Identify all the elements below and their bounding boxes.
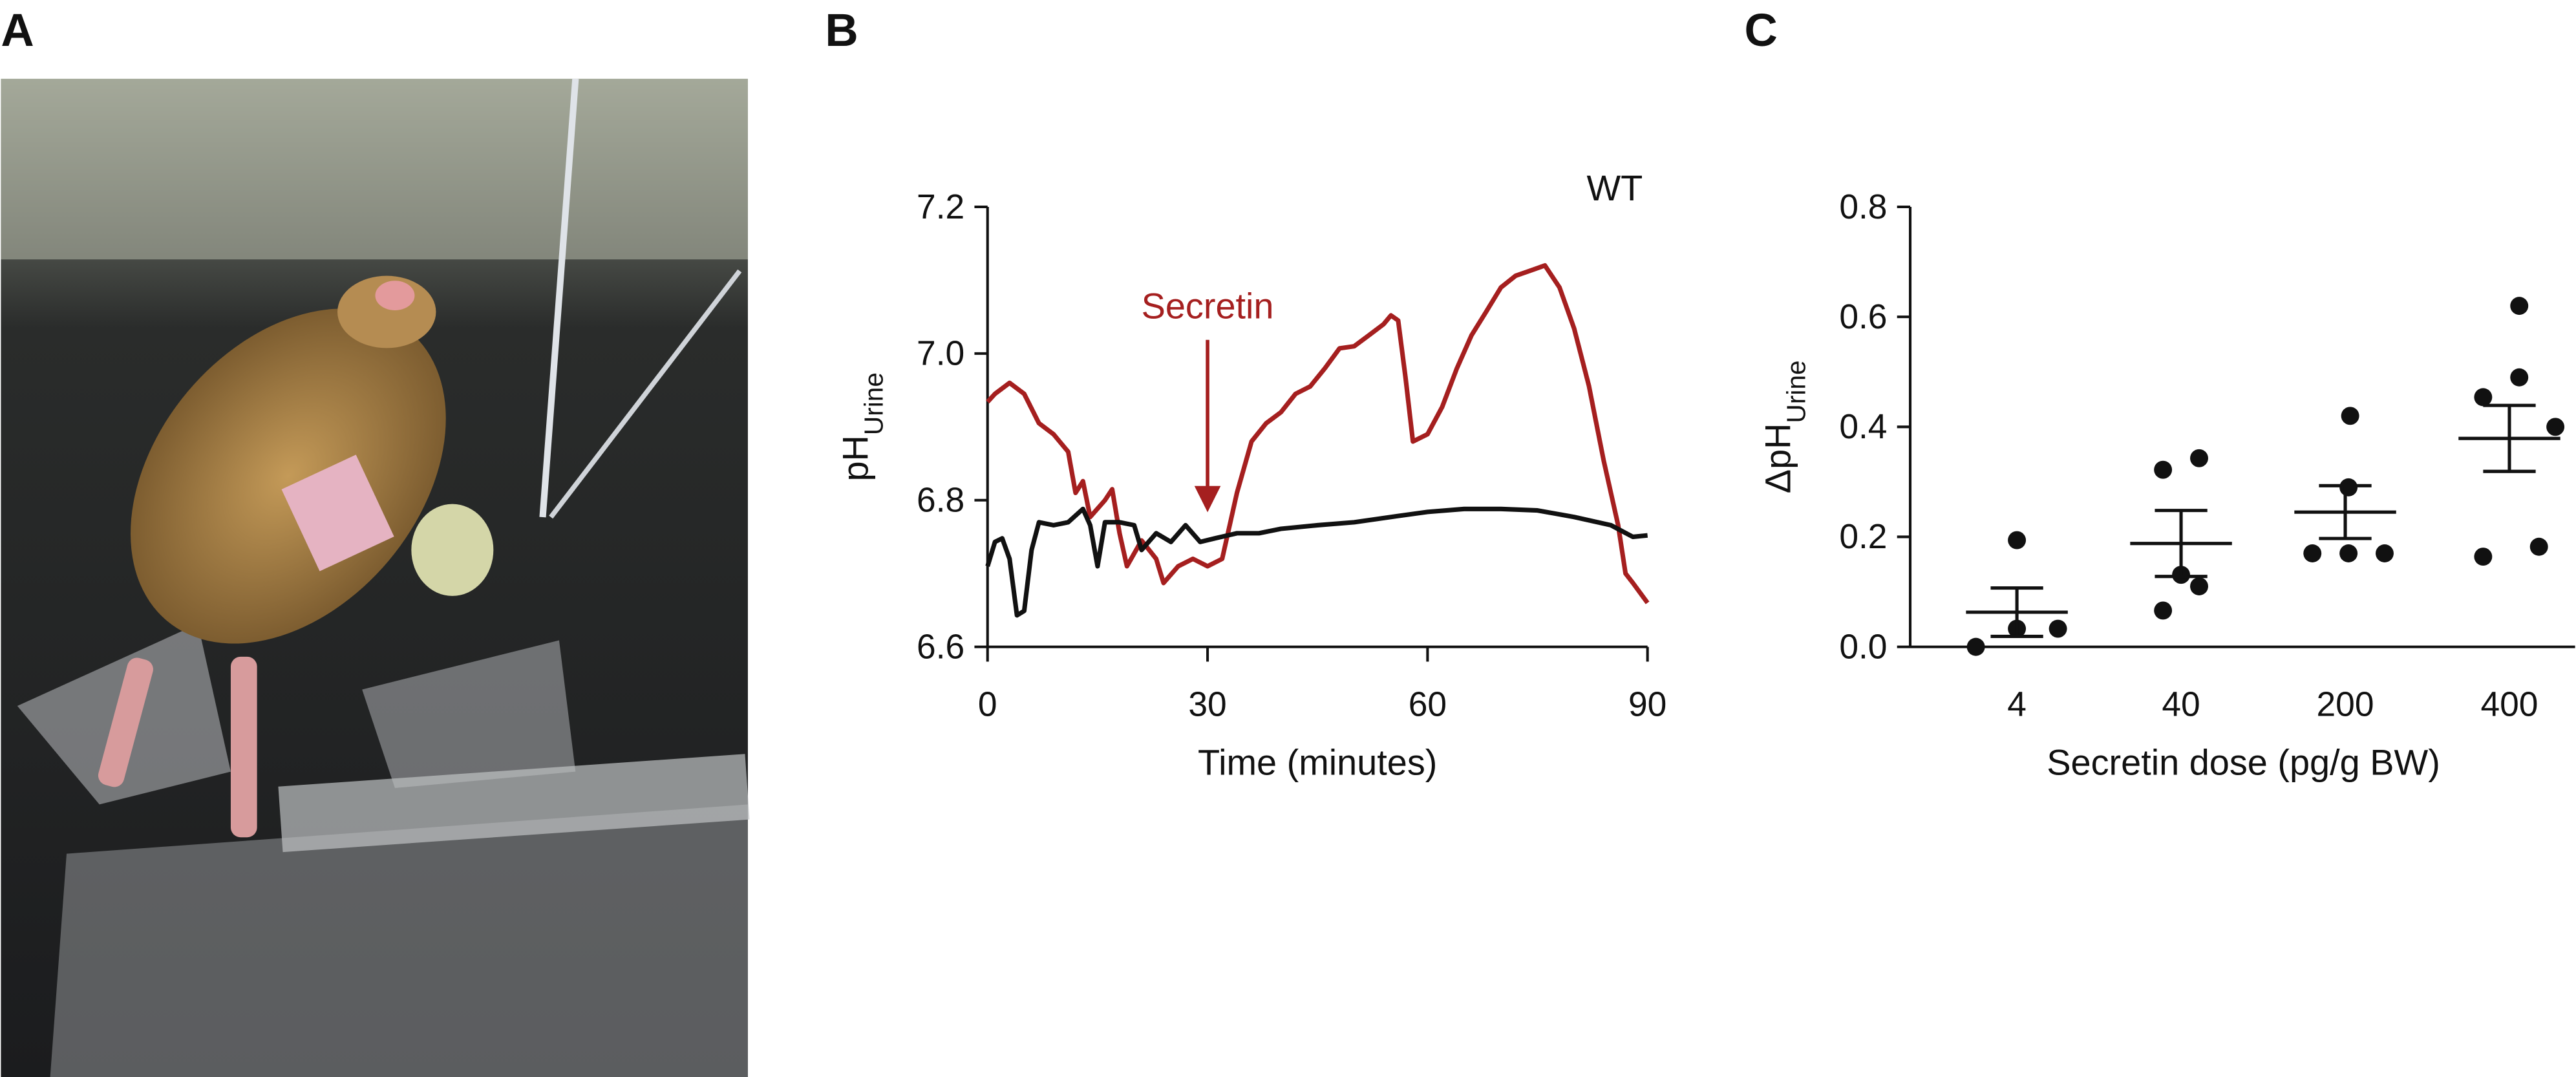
data-point [2190, 577, 2208, 595]
arrow-head [1194, 485, 1221, 513]
data-point [2474, 548, 2493, 566]
x-tick-label: 30 [1188, 685, 1226, 723]
data-point [2376, 544, 2394, 562]
photo [1, 78, 750, 1077]
data-point [2510, 297, 2529, 315]
x-axis-label: Time (minutes) [1198, 742, 1437, 783]
annotation: WT [1586, 167, 1643, 208]
series-line [985, 506, 1648, 618]
panel-label: B [825, 5, 858, 56]
error-bar [2155, 509, 2208, 579]
series-line [986, 263, 1650, 604]
data-point [2049, 619, 2067, 638]
x-tick-label: 40 [2162, 685, 2200, 723]
data-point [2339, 544, 2358, 562]
y-tick-label: 7.2 [917, 188, 964, 226]
y-axis-label-main: ΔpH [1758, 423, 1798, 493]
annotation: Secretin [1142, 286, 1274, 326]
error-bar [1990, 586, 2043, 638]
data-point [2474, 388, 2493, 407]
data-point [1966, 637, 1985, 656]
data-point [2546, 418, 2565, 436]
y-tick-label: 0.4 [1839, 408, 1887, 446]
x-tick-label: 0 [978, 685, 997, 723]
y-axis-label-sub: Urine [858, 372, 888, 435]
y-tick-label: 6.8 [917, 482, 964, 520]
data-point [2008, 531, 2027, 549]
x-tick-label: 60 [1409, 685, 1447, 723]
x-tick-label: 400 [2480, 685, 2538, 723]
y-axis-label-main: pH [835, 435, 875, 481]
panel-label: C [1745, 5, 1778, 56]
y-tick-label: 0.6 [1839, 298, 1887, 336]
data-point [2341, 407, 2359, 425]
y-axis-label: ΔpHUrine [1758, 360, 1811, 493]
panel-label: A [1, 5, 34, 56]
x-axis-label: Secretin dose (pg/g BW) [2047, 742, 2440, 783]
data-point [2303, 544, 2322, 562]
data-point [2529, 537, 2548, 556]
y-tick-label: 0.0 [1839, 628, 1887, 666]
x-tick-label: 90 [1628, 685, 1666, 723]
y-axis-label: pHUrine [835, 372, 888, 482]
data-point [2154, 460, 2173, 479]
data-point [2510, 368, 2529, 387]
data-point [2154, 601, 2173, 620]
y-axis-label-sub: Urine [1782, 360, 1811, 423]
error-bar [2319, 484, 2372, 540]
y-tick-label: 7.0 [917, 335, 964, 373]
y-tick-label: 0.2 [1839, 518, 1887, 556]
y-tick-label: 6.6 [917, 628, 964, 666]
x-tick-label: 200 [2317, 685, 2374, 723]
data-point [2339, 478, 2358, 496]
error-bar [2483, 403, 2536, 473]
x-tick-label: 4 [2007, 685, 2027, 723]
y-tick-label: 0.8 [1839, 188, 1887, 226]
data-point [2190, 449, 2208, 467]
